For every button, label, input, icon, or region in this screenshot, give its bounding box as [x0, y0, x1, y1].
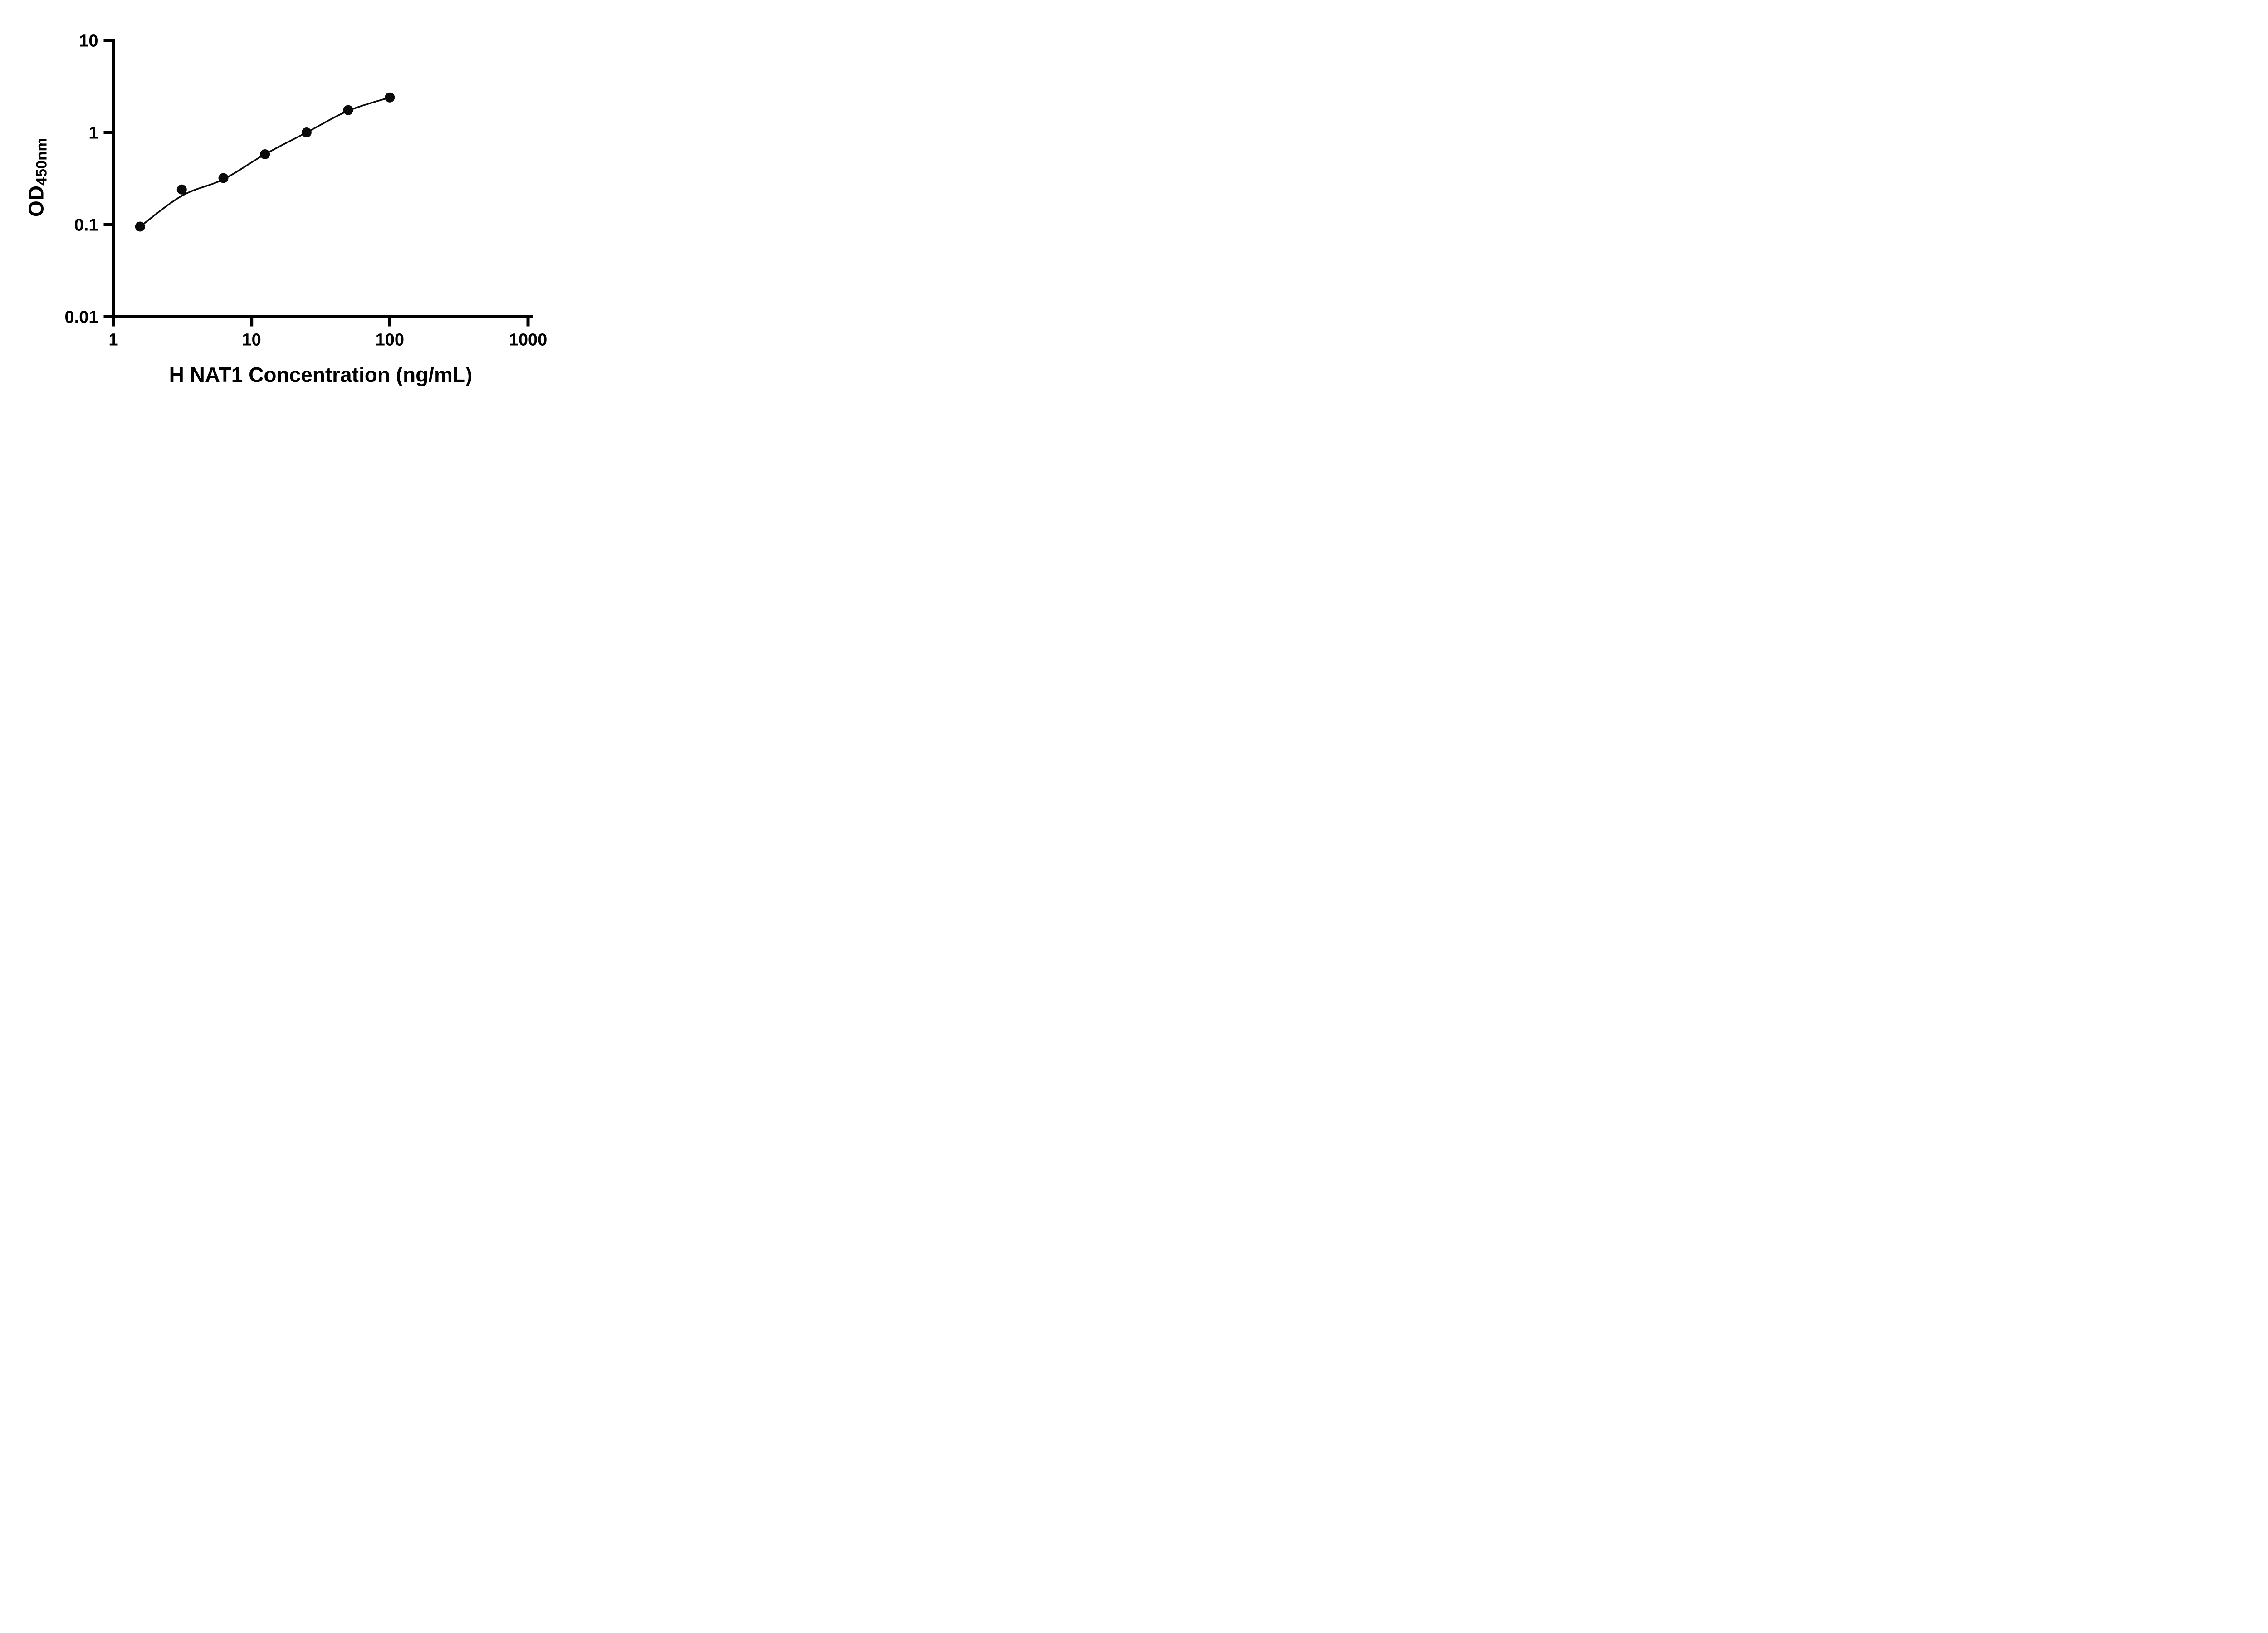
y-tick-label: 10 [79, 32, 98, 51]
standard-curve-chart: 10 1 0.1 0.01 1 10 100 1000 [65, 32, 547, 350]
y-axis-title: OD450nm [24, 138, 50, 217]
data-point [176, 184, 187, 195]
x-tick-label: 1 [108, 331, 118, 350]
data-point [343, 105, 353, 115]
data-point [301, 127, 312, 137]
y-tick-label: 0.1 [74, 216, 98, 235]
data-point [385, 92, 395, 103]
y-tick-label: 1 [88, 124, 98, 143]
y-axis-title-subscript: 450nm [33, 138, 50, 186]
data-point [135, 221, 145, 232]
elisa-standard-curve-figure: 10 1 0.1 0.01 1 10 100 1000 H NAT1 Concentratio… [0, 0, 583, 408]
y-axis-title-text: OD [24, 185, 48, 217]
x-axis-title: H NAT1 Concentration (ng/mL) [169, 362, 473, 387]
data-point [260, 149, 270, 159]
y-tick-label: 0.01 [65, 308, 98, 327]
axes-frame [112, 39, 533, 318]
data-point [218, 173, 229, 183]
x-tick-label: 1000 [509, 331, 547, 350]
x-tick-label: 100 [376, 331, 404, 350]
x-axis-title-text: H NAT1 Concentration (ng/mL) [169, 363, 473, 386]
fit-curve-line [139, 97, 391, 228]
x-tick-label: 10 [242, 331, 261, 350]
